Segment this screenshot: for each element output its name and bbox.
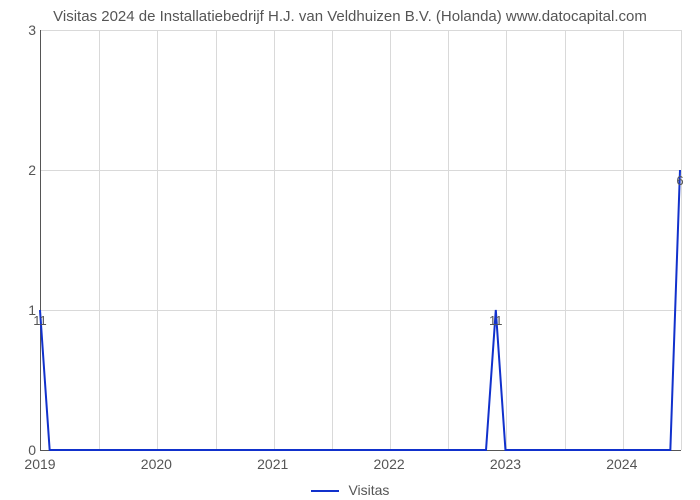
chart-container: Visitas 2024 de Installatiebedrijf H.J. … (0, 0, 700, 500)
chart-title: Visitas 2024 de Installatiebedrijf H.J. … (0, 8, 700, 25)
x-axis-tick: 2020 (141, 456, 172, 472)
grid-vertical (681, 30, 682, 450)
data-point-label: 11 (33, 313, 47, 328)
data-point-label: 6 (676, 173, 683, 188)
legend-label: Visitas (348, 482, 389, 498)
legend: Visitas (0, 482, 700, 498)
data-point-label: 11 (489, 313, 503, 328)
y-axis-tick: 3 (12, 22, 36, 38)
x-axis-tick: 2019 (24, 456, 55, 472)
series-line (40, 170, 680, 450)
data-line (40, 30, 680, 450)
x-axis-tick: 2023 (490, 456, 521, 472)
legend-swatch (311, 490, 339, 492)
x-axis-tick: 2024 (606, 456, 637, 472)
y-axis-tick: 2 (12, 162, 36, 178)
x-axis-tick: 2021 (257, 456, 288, 472)
x-axis-tick: 2022 (374, 456, 405, 472)
